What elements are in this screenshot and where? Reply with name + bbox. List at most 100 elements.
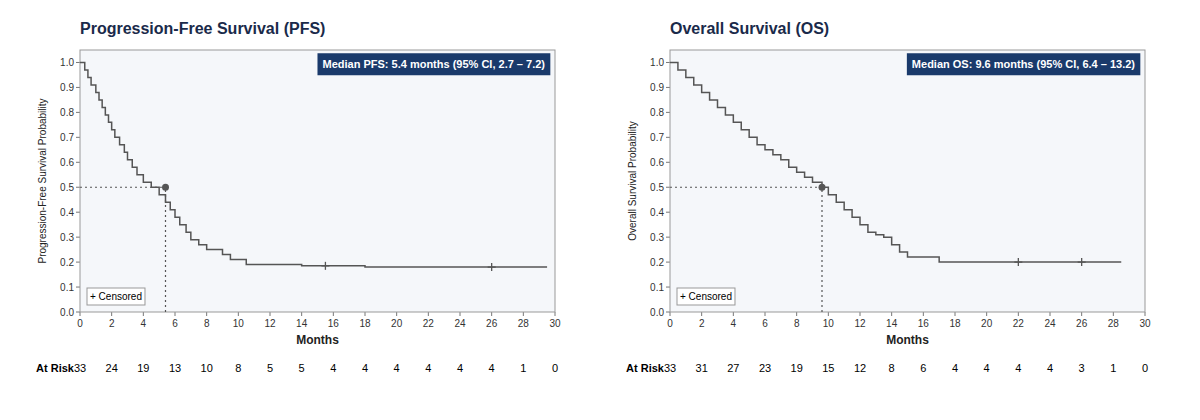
at-risk-count: 4 (952, 362, 958, 374)
y-tick (666, 112, 670, 113)
x-tick-label: 26 (1076, 318, 1088, 329)
y-tick-label: 0.0 (650, 307, 664, 318)
annotation: Median PFS: 5.4 months (95% CI, 2.7 – 7.… (317, 53, 550, 75)
y-tick-label: 0.1 (60, 282, 74, 293)
y-tick-label: 0.5 (60, 182, 74, 193)
survival-curve (80, 62, 547, 267)
plot-background (80, 50, 555, 312)
at-risk-count: 4 (330, 362, 336, 374)
x-tick (460, 312, 461, 316)
at-risk-count: 0 (1142, 362, 1148, 374)
at-risk-count: 4 (489, 362, 495, 374)
at-risk-count: 27 (727, 362, 739, 374)
censored-mark-v (491, 263, 492, 271)
x-tick (955, 312, 956, 316)
y-tick (666, 237, 670, 238)
at-risk-count: 4 (394, 362, 400, 374)
at-risk-count: 4 (457, 362, 463, 374)
x-tick (1018, 312, 1019, 316)
survival-curve (670, 62, 1121, 262)
x-tick (143, 312, 144, 316)
censored-mark (321, 262, 329, 270)
x-tick (986, 312, 987, 316)
y-tick (666, 162, 670, 163)
y-tick-label: 0.6 (650, 157, 664, 168)
figure: 0246810121416182022242628300.00.10.20.30… (0, 0, 1200, 420)
censored-key-text: + Censored (90, 291, 142, 302)
at-risk-count: 6 (920, 362, 926, 374)
annotation-text: Median PFS: 5.4 months (95% CI, 2.7 – 7.… (322, 58, 545, 70)
x-tick-label: 28 (1108, 318, 1120, 329)
at-risk-count: 19 (137, 362, 149, 374)
x-tick (701, 312, 702, 316)
at-risk-count: 4 (425, 362, 431, 374)
x-tick (1145, 312, 1146, 316)
at-risk-count: 1 (1110, 362, 1116, 374)
y-tick (76, 187, 80, 188)
at-risk-count: 8 (889, 362, 895, 374)
at-risk-count: 5 (267, 362, 273, 374)
x-tick (923, 312, 924, 316)
x-tick (1113, 312, 1114, 316)
y-tick (76, 162, 80, 163)
x-tick-label: 22 (423, 318, 435, 329)
x-tick (175, 312, 176, 316)
x-tick (555, 312, 556, 316)
censored-key: + Censored (87, 288, 145, 305)
x-tick (396, 312, 397, 316)
x-tick-label: 2 (109, 318, 115, 329)
y-tick (76, 62, 80, 63)
x-tick (1050, 312, 1051, 316)
y-tick (666, 62, 670, 63)
median-v-line (821, 187, 822, 312)
at-risk-count: 3 (1079, 362, 1085, 374)
x-tick-label: 14 (296, 318, 308, 329)
y-axis-label: Overall Survival Probability (627, 121, 638, 241)
y-tick (76, 262, 80, 263)
data-group (80, 62, 547, 312)
x-tick-label: 16 (328, 318, 340, 329)
x-tick (333, 312, 334, 316)
x-tick (1081, 312, 1082, 316)
at-risk-count: 23 (759, 362, 771, 374)
x-tick-label: 24 (1044, 318, 1056, 329)
y-tick-label: 1.0 (650, 57, 664, 68)
at-risk-count: 10 (201, 362, 213, 374)
y-tick (666, 212, 670, 213)
at-risk-count: 13 (169, 362, 181, 374)
x-tick-label: 16 (918, 318, 930, 329)
y-tick (666, 287, 670, 288)
x-tick-label: 8 (794, 318, 800, 329)
y-tick (666, 137, 670, 138)
y-tick (76, 212, 80, 213)
y-tick-label: 1.0 (60, 57, 74, 68)
y-tick-label: 0.9 (60, 82, 74, 93)
x-tick-label: 0 (667, 318, 673, 329)
x-tick (765, 312, 766, 316)
at-risk-count: 24 (106, 362, 118, 374)
at-risk-count: 31 (696, 362, 708, 374)
x-tick (860, 312, 861, 316)
x-tick-label: 22 (1013, 318, 1025, 329)
y-tick (666, 87, 670, 88)
x-tick (111, 312, 112, 316)
y-tick-label: 0.9 (650, 82, 664, 93)
x-tick-label: 14 (886, 318, 898, 329)
at-risk-count: 33 (664, 362, 676, 374)
annotation-box (907, 53, 1140, 75)
censored-mark (1014, 258, 1022, 266)
x-tick-label: 12 (264, 318, 276, 329)
y-tick (666, 312, 670, 313)
x-tick-label: 18 (359, 318, 371, 329)
x-tick (491, 312, 492, 316)
y-tick (76, 312, 80, 313)
x-tick (80, 312, 81, 316)
annotation-text: Median OS: 9.6 months (95% CI, 6.4 – 13.… (912, 58, 1135, 70)
chart-title: Overall Survival (OS) (670, 20, 829, 37)
y-tick (76, 237, 80, 238)
at-risk-count: 19 (791, 362, 803, 374)
x-tick-label: 10 (233, 318, 245, 329)
x-tick-label: 24 (454, 318, 466, 329)
at-risk-count: 12 (854, 362, 866, 374)
x-tick (523, 312, 524, 316)
